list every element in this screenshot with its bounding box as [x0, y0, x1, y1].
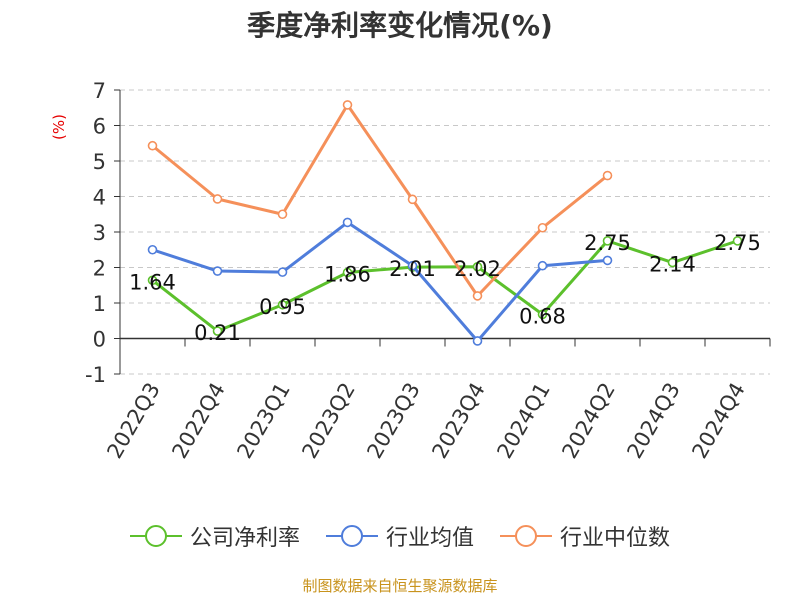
legend-label: 公司净利率 — [189, 526, 300, 551]
data-point — [342, 217, 353, 228]
data-point — [212, 194, 223, 204]
x-tick-label: 2024Q4 — [687, 379, 749, 463]
series-line-2 — [151, 103, 609, 298]
data-point — [602, 170, 613, 181]
y-axis-title: (%) — [50, 114, 68, 140]
data-point — [472, 261, 483, 272]
y-tick-label: 0 — [93, 328, 106, 352]
x-tick-label: 2022Q4 — [167, 379, 229, 463]
series-layer — [147, 100, 743, 346]
data-label: 1.64 — [129, 270, 176, 294]
data-point — [602, 236, 613, 246]
data-point — [147, 140, 158, 151]
legend-item-industry-mean[interactable]: 行业均值 — [325, 520, 474, 552]
data-label: 0.68 — [519, 304, 566, 328]
legend-swatch-company-icon — [129, 525, 182, 547]
data-labels: 1.64 0.21 0.95 1.86 2.01 2.02 0.68 2.75 2.14 2.75 — [129, 231, 761, 345]
legend-label: 行业均值 — [385, 526, 474, 551]
x-tick-label: 2022Q3 — [102, 379, 164, 463]
data-point — [147, 244, 158, 255]
chart-title: 季度净利率变化情况(%) — [247, 9, 553, 42]
legend-item-industry-median[interactable]: 行业中位数 — [500, 520, 670, 552]
data-label: 2.75 — [584, 231, 631, 255]
data-point — [212, 326, 223, 336]
series-line-1 — [152, 220, 608, 343]
data-label: 0.21 — [194, 321, 241, 345]
data-point — [537, 222, 548, 233]
data-point — [212, 266, 223, 276]
x-tick-label: 2023Q2 — [297, 379, 359, 463]
data-label: 0.95 — [259, 295, 306, 319]
source-note: 制图数据来自恒生聚源数据库 — [302, 577, 498, 595]
data-point — [407, 194, 418, 205]
data-point — [407, 260, 418, 271]
legend: 公司净利率 行业均值 行业中位数 — [0, 520, 800, 552]
x-tick-label: 2023Q4 — [427, 379, 489, 463]
data-point — [472, 336, 483, 346]
data-label: 2.14 — [649, 253, 696, 277]
y-tick-label: 1 — [93, 292, 106, 316]
data-label: 1.86 — [324, 262, 371, 286]
y-tick-label: 5 — [93, 150, 106, 174]
data-point — [147, 275, 158, 286]
data-label: 2.75 — [714, 231, 761, 255]
legend-item-company-net-margin[interactable]: 公司净利率 — [129, 520, 300, 552]
data-label: 2.02 — [454, 257, 501, 281]
x-tick-label: 2024Q3 — [622, 379, 684, 463]
data-label: 2.01 — [389, 257, 436, 281]
data-point — [537, 260, 548, 271]
data-point — [342, 267, 353, 278]
data-point — [667, 257, 678, 268]
x-tick-label: 2023Q1 — [232, 379, 294, 463]
data-point — [602, 255, 613, 266]
data-point — [537, 309, 548, 320]
y-tick-label: 2 — [93, 257, 106, 281]
data-point — [277, 267, 288, 277]
legend-label: 行业中位数 — [560, 526, 671, 551]
y-tick-label: 3 — [93, 221, 106, 245]
data-point — [472, 291, 483, 301]
data-point — [732, 236, 743, 246]
y-tick-label: 6 — [93, 115, 106, 139]
y-tick-label: -1 — [85, 363, 106, 387]
data-point — [342, 100, 353, 110]
y-tick-label: 7 — [93, 79, 106, 103]
legend-swatch-median-icon — [500, 525, 552, 547]
x-tick-label: 2024Q1 — [492, 379, 554, 463]
y-tick-label: 4 — [93, 186, 106, 210]
x-tick-label: 2024Q2 — [557, 379, 619, 463]
data-point — [277, 209, 288, 220]
x-tick-label: 2023Q3 — [362, 379, 424, 463]
data-point — [277, 299, 288, 310]
series-line-0 — [151, 239, 738, 333]
legend-swatch-mean-icon — [325, 525, 378, 547]
